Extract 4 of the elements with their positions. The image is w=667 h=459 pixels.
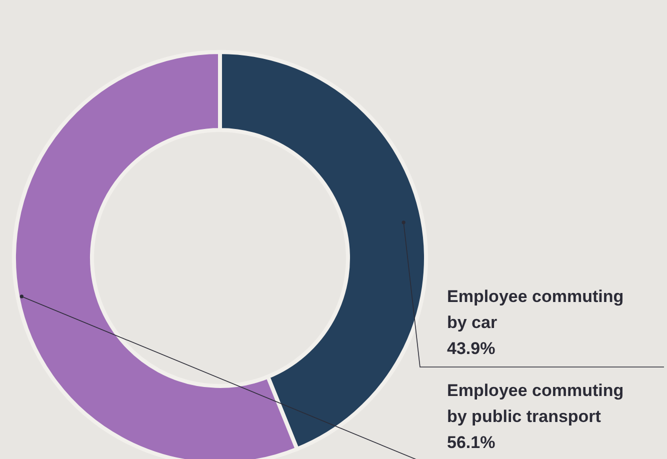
slice-label: Employee commuting by public transport	[447, 381, 624, 426]
slice-label: Employee commuting by car	[447, 287, 624, 332]
data-label: 43.9%	[447, 339, 496, 358]
data-label: 56.1%	[447, 433, 496, 452]
